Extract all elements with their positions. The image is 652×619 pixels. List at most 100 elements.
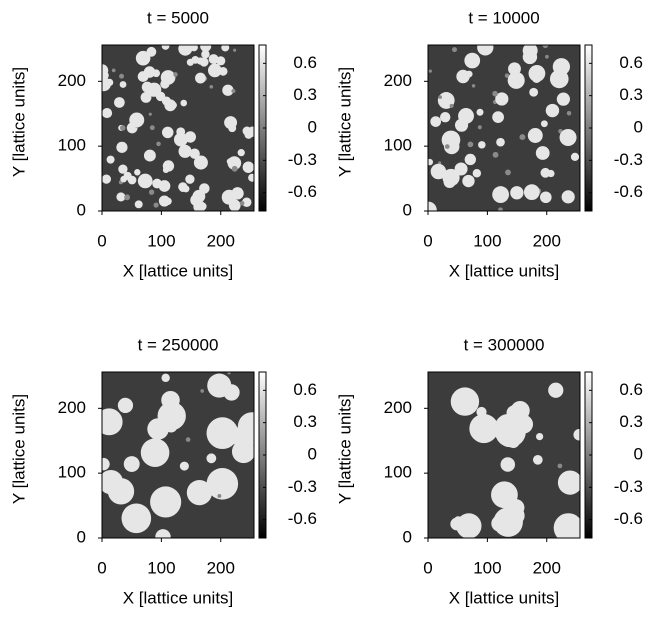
colorbar-tick-label: 0 [634,444,643,463]
y-axis-label: Y [lattice units] [9,67,28,177]
colorbar-tick-label: 0.6 [293,380,317,399]
x-tick-label: 200 [533,231,561,250]
field-blob [532,454,543,465]
field-blob [573,429,580,441]
panel-title: t = 250000 [138,335,219,354]
field-blob [180,99,188,107]
field-blob [206,453,217,464]
field-blob [102,174,112,184]
x-axis-label: X [lattice units] [123,261,234,280]
field-blob [442,168,460,187]
field-blob [179,461,189,471]
field-blob [231,187,244,200]
field-blob [178,45,193,56]
field-blob [441,130,461,150]
field-blob [195,72,206,84]
y-tick-label: 200 [58,71,86,90]
field-blob [498,207,503,211]
x-tick-label: 200 [533,558,561,577]
field-blob [476,108,484,116]
field-blob [148,112,152,116]
field-blob [102,107,113,119]
field-blob [217,494,222,498]
colorbar-tick-label: -0.6 [614,509,643,528]
field-blob [454,162,468,176]
field-blob [127,175,137,185]
field-blob [548,382,564,398]
field-blob [507,435,520,449]
colorbar-tick-label: -0.3 [288,150,317,169]
field-blob [514,414,534,434]
field-blob [102,457,110,471]
field-blob [222,84,234,96]
field-texture [102,45,254,211]
field-blob [231,89,236,94]
field-blob [199,57,209,67]
field-blob [239,200,245,206]
field-blob [124,194,131,201]
field-blob [505,169,511,176]
field-blob [156,141,161,147]
colorbar-tick-label: -0.3 [288,477,317,496]
colorbar-tick-label: 0 [634,117,643,136]
field-blob [444,144,450,149]
field-blob [140,91,152,103]
field-blob [223,384,240,401]
field-blob [505,505,525,526]
field-blob [152,178,162,189]
field-blob [449,103,454,108]
field-blob [201,50,210,59]
field-blob [428,158,433,166]
field-blob [193,155,208,170]
x-tick-label: 0 [423,558,432,577]
field-blob [140,438,170,467]
field-blob [179,185,187,193]
field-blob [227,156,242,170]
field-blob [233,48,237,52]
field-blob [209,84,214,89]
y-tick-label: 0 [403,200,412,219]
field-blob [153,202,159,208]
field-blob [164,99,177,112]
field-blob [248,173,254,182]
field-blob [118,164,128,174]
field-blob [164,197,172,206]
field-blob [450,387,480,416]
field-blob [117,397,134,414]
colorbar-tick-label: 0.3 [619,85,643,104]
panel: t = 250000 0 100 200 0 100 200 X [lattice units… [9,335,317,607]
colorbar-tick-label: -0.6 [614,182,643,201]
field-blob [477,125,482,130]
field-blob [134,200,143,209]
colorbar-tick-label: 0.6 [293,53,317,72]
field-blob [228,199,241,211]
field-blob [199,183,210,194]
field-blob [114,97,125,108]
colorbar-tick-label: -0.3 [614,477,643,496]
field-blob [464,52,481,69]
field-blob [129,112,145,128]
field-blob [178,144,192,158]
colorbar-tick-label: -0.6 [288,509,317,528]
field-blob [190,193,203,207]
y-tick-label: 0 [77,200,86,219]
field-blob [557,463,563,469]
field-blob [106,155,115,164]
field-blob [155,91,166,102]
field-blob [228,124,237,133]
colorbar-tick-label: -0.6 [288,182,317,201]
field-blob [430,163,447,180]
field-blob [242,197,252,207]
field-blob [227,372,231,375]
field-blob [119,73,125,79]
field-blob [462,174,475,188]
field-blob [453,516,463,525]
field-blob [221,45,230,52]
field-blob [237,149,245,157]
x-tick-label: 100 [147,231,175,250]
field-blob [570,152,580,161]
field-blob [116,192,126,202]
field-texture [102,372,254,538]
field-blob [523,184,540,201]
